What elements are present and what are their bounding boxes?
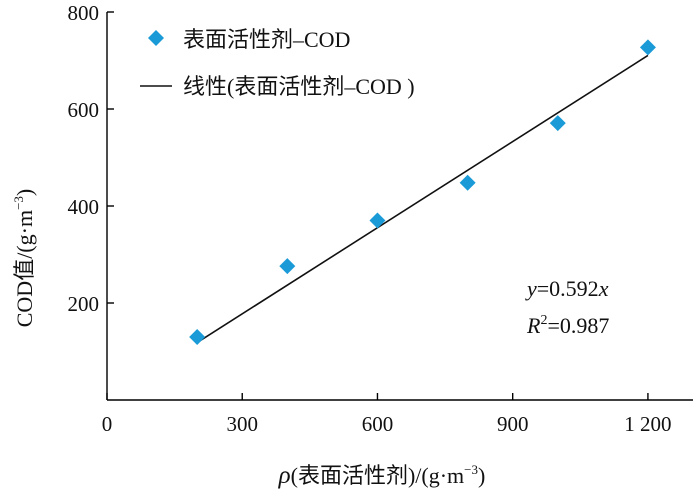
legend: 表面活性剂–COD 线性(表面活性剂–COD ) [140,27,415,99]
legend-marker-diamond [148,30,164,46]
y-axis-end: ) [12,189,37,196]
x-tick-label: 600 [362,412,394,436]
eq-r-sup: 2 [540,313,547,328]
x-tick-label: 1 200 [624,412,671,436]
data-point [549,115,566,132]
data-point [369,212,386,229]
y-axis-text: COD值/(g·m [12,210,37,327]
data-point [639,39,656,56]
y-tick-label: 600 [68,98,100,122]
legend-fit-label: 线性(表面活性剂–COD ) [183,74,415,99]
x-ticks: 0 300 600 900 1 200 [102,393,672,436]
x-axis-sup: −3 [464,462,478,477]
y-tick-label: 400 [68,195,100,219]
data-point [279,258,296,275]
r-squared-line: R2=0.987 [526,313,609,338]
regression-equation: y=0.592x R2=0.987 [525,276,609,338]
eq-x-var: x [598,276,609,301]
equation-line: y=0.592x [525,276,609,301]
x-tick-label: 900 [497,412,529,436]
legend-series-label: 表面活性剂–COD [183,27,350,52]
x-axis-title: ρ(表面活性剂)/(g·m−3) [278,462,486,489]
eq-coef: =0.592 [537,276,599,301]
y-axis-sup: −3 [11,196,26,210]
x-axis-symbol: ρ [278,462,291,489]
eq-y-var: y [525,276,537,301]
y-ticks: 200 400 600 800 [68,1,114,316]
fit-line [196,54,649,344]
eq-r-value: =0.987 [547,313,609,338]
x-tick-label: 300 [226,412,258,436]
y-axis-title: COD值/(g·m−3) [11,189,37,328]
x-tick-label: 0 [102,412,113,436]
data-points [189,39,656,345]
data-point [189,328,206,345]
y-tick-label: 800 [68,1,100,25]
x-axis-text: (表面活性剂)/(g·m [291,463,465,488]
x-axis-end: ) [478,463,485,488]
eq-r-var: R [526,313,541,338]
data-point [459,174,476,191]
y-tick-label: 200 [68,292,100,316]
